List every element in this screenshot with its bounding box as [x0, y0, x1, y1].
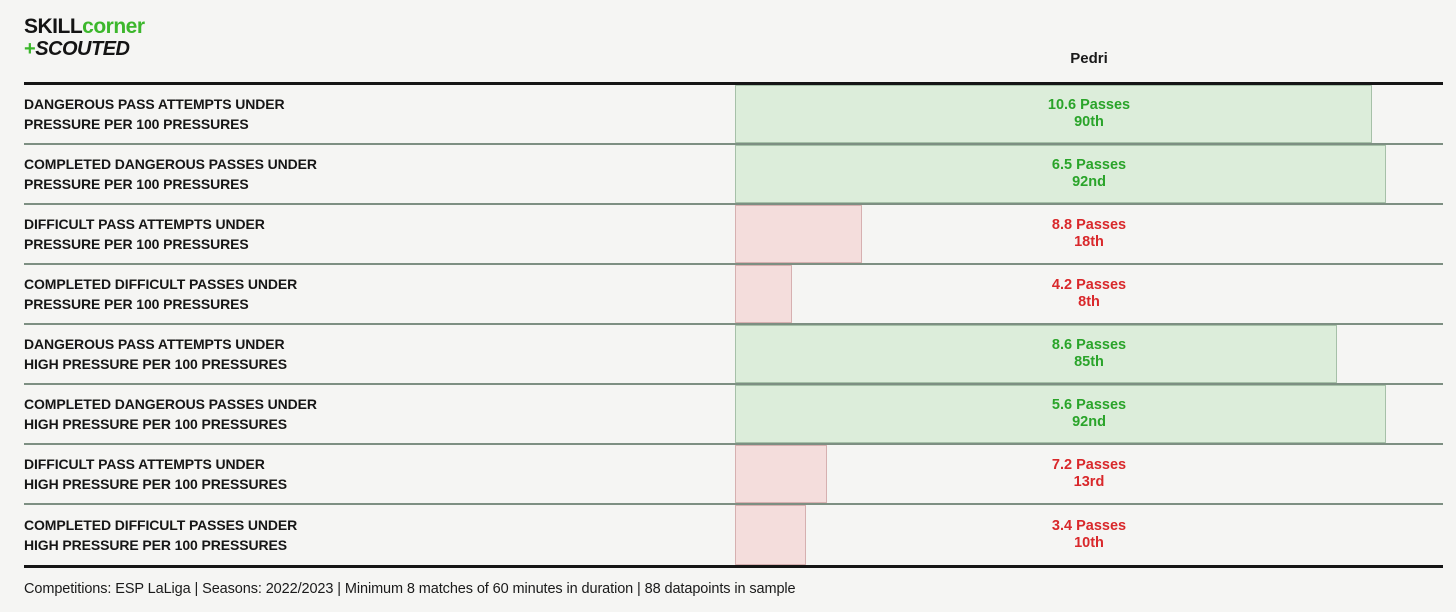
- metric-label-line1: DIFFICULT PASS ATTEMPTS UNDER: [24, 456, 265, 472]
- metric-row: DANGEROUS PASS ATTEMPTS UNDER HIGH PRESS…: [24, 325, 1443, 385]
- percentile-track: 4.2 Passes 8th: [735, 265, 1443, 323]
- bar-value-text: 6.5 Passes 92nd: [735, 157, 1443, 191]
- metric-label-line2: PRESSURE PER 100 PRESSURES: [24, 236, 249, 252]
- percentile-track: 7.2 Passes 13rd: [735, 445, 1443, 503]
- percentile-label: 92nd: [1072, 414, 1106, 430]
- percentile-bar: [735, 385, 1387, 443]
- metric-label: COMPLETED DANGEROUS PASSES UNDER PRESSUR…: [24, 145, 735, 203]
- percentile-label: 13rd: [1073, 474, 1105, 490]
- percentile-bar: [735, 85, 1373, 143]
- value-label: 8.8 Passes: [1051, 217, 1127, 233]
- bar-value-text: 10.6 Passes 90th: [735, 97, 1443, 131]
- percentile-track: 6.5 Passes 92nd: [735, 145, 1443, 203]
- percentile-label: 10th: [1074, 535, 1104, 551]
- metric-label-line1: DANGEROUS PASS ATTEMPTS UNDER: [24, 336, 285, 352]
- metric-row: DIFFICULT PASS ATTEMPTS UNDER PRESSURE P…: [24, 205, 1443, 265]
- metric-row: COMPLETED DANGEROUS PASSES UNDER PRESSUR…: [24, 145, 1443, 205]
- metric-label-line2: PRESSURE PER 100 PRESSURES: [24, 176, 249, 192]
- percentile-label: 85th: [1074, 354, 1104, 370]
- percentile-label: 18th: [1074, 234, 1104, 250]
- logo-plus-icon: +: [24, 38, 36, 60]
- metric-label-line1: COMPLETED DANGEROUS PASSES UNDER: [24, 396, 317, 412]
- metric-label: DIFFICULT PASS ATTEMPTS UNDER PRESSURE P…: [24, 205, 735, 263]
- value-label: 7.2 Passes: [1051, 457, 1127, 473]
- value-label: 3.4 Passes: [1051, 518, 1127, 534]
- metric-label: COMPLETED DIFFICULT PASSES UNDER HIGH PR…: [24, 505, 735, 565]
- metric-label-line2: HIGH PRESSURE PER 100 PRESSURES: [24, 537, 287, 553]
- footer-sample-note: Competitions: ESP LaLiga | Seasons: 2022…: [24, 581, 796, 597]
- value-label: 6.5 Passes: [1051, 157, 1127, 173]
- percentile-label: 92nd: [1072, 174, 1106, 190]
- metric-row: COMPLETED DIFFICULT PASSES UNDER HIGH PR…: [24, 505, 1443, 565]
- metric-label-line2: PRESSURE PER 100 PRESSURES: [24, 296, 249, 312]
- metric-label: COMPLETED DANGEROUS PASSES UNDER HIGH PR…: [24, 385, 735, 443]
- percentile-label: 90th: [1074, 114, 1104, 130]
- percentile-track: 3.4 Passes 10th: [735, 505, 1443, 565]
- bar-value-text: 8.8 Passes 18th: [735, 217, 1443, 251]
- metric-row: COMPLETED DANGEROUS PASSES UNDER HIGH PR…: [24, 385, 1443, 445]
- value-label: 10.6 Passes: [1047, 97, 1131, 113]
- metric-label-line1: COMPLETED DANGEROUS PASSES UNDER: [24, 156, 317, 172]
- logo-line-scouted: +SCOUTED: [24, 39, 145, 59]
- metric-label-line1: DANGEROUS PASS ATTEMPTS UNDER: [24, 96, 285, 112]
- bar-value-text: 3.4 Passes 10th: [735, 518, 1443, 552]
- percentile-track: 5.6 Passes 92nd: [735, 385, 1443, 443]
- metric-row: COMPLETED DIFFICULT PASSES UNDER PRESSUR…: [24, 265, 1443, 325]
- metric-label-line2: PRESSURE PER 100 PRESSURES: [24, 116, 249, 132]
- value-label: 4.2 Passes: [1051, 277, 1127, 293]
- metric-label-line2: HIGH PRESSURE PER 100 PRESSURES: [24, 356, 287, 372]
- metric-label-line2: HIGH PRESSURE PER 100 PRESSURES: [24, 476, 287, 492]
- logo-scouted-text: SCOUTED: [35, 38, 130, 60]
- metric-label: DANGEROUS PASS ATTEMPTS UNDER PRESSURE P…: [24, 85, 735, 143]
- player-name-header: Pedri: [1070, 50, 1108, 67]
- logo-skill-text: SKILL: [24, 15, 83, 38]
- percentile-track: 10.6 Passes 90th: [735, 85, 1443, 143]
- metric-label: DIFFICULT PASS ATTEMPTS UNDER HIGH PRESS…: [24, 445, 735, 503]
- bar-value-text: 4.2 Passes 8th: [735, 277, 1443, 311]
- logo-line-skillcorner: SKILLcorner: [24, 16, 145, 37]
- metric-label: COMPLETED DIFFICULT PASSES UNDER PRESSUR…: [24, 265, 735, 323]
- percentile-bar: [735, 445, 828, 503]
- logo-corner-text: corner: [82, 15, 145, 38]
- value-label: 5.6 Passes: [1051, 397, 1127, 413]
- percentile-track: 8.6 Passes 85th: [735, 325, 1443, 383]
- metric-label: DANGEROUS PASS ATTEMPTS UNDER HIGH PRESS…: [24, 325, 735, 383]
- metric-row: DANGEROUS PASS ATTEMPTS UNDER PRESSURE P…: [24, 85, 1443, 145]
- percentile-bar: [735, 205, 863, 263]
- metric-label-line1: COMPLETED DIFFICULT PASSES UNDER: [24, 517, 298, 533]
- metric-label-line2: HIGH PRESSURE PER 100 PRESSURES: [24, 416, 287, 432]
- metric-row: DIFFICULT PASS ATTEMPTS UNDER HIGH PRESS…: [24, 445, 1443, 505]
- percentile-bar: [735, 145, 1387, 203]
- value-label: 8.6 Passes: [1051, 337, 1127, 353]
- percentile-track: 8.8 Passes 18th: [735, 205, 1443, 263]
- percentile-bar: [735, 265, 792, 323]
- skillcorner-scouted-logo: SKILLcorner +SCOUTED: [24, 16, 145, 59]
- percentile-bar: [735, 505, 806, 565]
- bar-value-text: 5.6 Passes 92nd: [735, 397, 1443, 431]
- chart-rows: DANGEROUS PASS ATTEMPTS UNDER PRESSURE P…: [24, 82, 1443, 568]
- metric-label-line1: DIFFICULT PASS ATTEMPTS UNDER: [24, 216, 265, 232]
- percentile-bar: [735, 325, 1337, 383]
- metric-label-line1: COMPLETED DIFFICULT PASSES UNDER: [24, 276, 298, 292]
- bar-value-text: 7.2 Passes 13rd: [735, 457, 1443, 491]
- bar-value-text: 8.6 Passes 85th: [735, 337, 1443, 371]
- percentile-label: 8th: [1078, 294, 1100, 310]
